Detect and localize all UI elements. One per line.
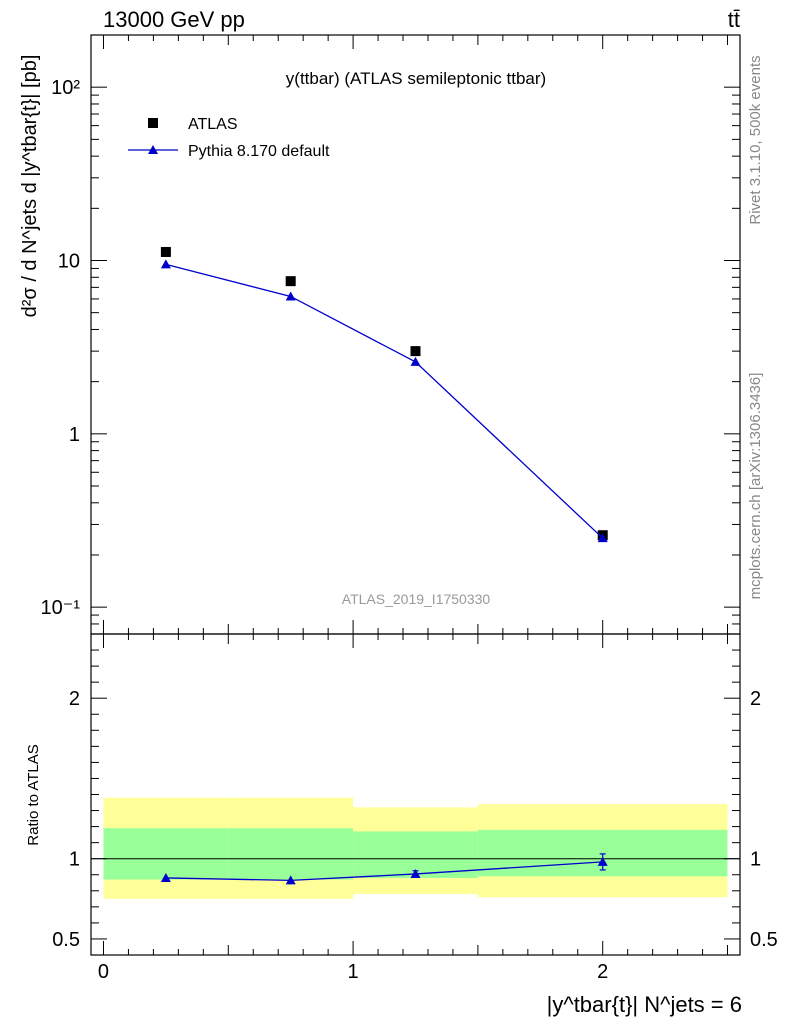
legend: ATLAS Pythia 8.170 default: [128, 116, 330, 160]
ratio-pythia-point: [410, 868, 421, 878]
mcplots-label: mcplots.cern.ch [arXiv:1306.3436]: [747, 373, 764, 600]
y-tick-label: 10⁻¹: [41, 597, 81, 619]
ratio-y-tick-label-right: 1: [750, 849, 761, 871]
atlas-data-point: [285, 276, 296, 287]
ratio-y-tick-label-right: 2: [750, 688, 761, 710]
y-tick-label: 1: [69, 424, 80, 446]
pythia-data-point: [285, 291, 296, 301]
main-y-axis-label: d²σ / d N^jets d |y^tbar{t}| [pb]: [19, 55, 41, 318]
legend-pythia-marker: [148, 145, 158, 154]
analysis-watermark: ATLAS_2019_I1750330: [342, 591, 491, 607]
legend-atlas-label: ATLAS: [188, 116, 238, 133]
ratio-y-tick-label: 0.5: [52, 929, 80, 951]
atlas-data-point: [160, 246, 171, 257]
pythia-line: [165, 263, 604, 539]
uncertainty-band-green: [103, 828, 229, 880]
main-panel: 10⁻¹ 1 10 10²: [41, 34, 741, 635]
ratio-y-tick-label: 2: [69, 688, 80, 710]
x-axis-label: |y^tbar{t}| N^jets = 6: [547, 992, 742, 1017]
ratio-pythia-point: [160, 872, 171, 882]
pythia-data-point: [410, 356, 421, 366]
atlas-data-point: [410, 346, 421, 357]
y-tick-label: 10: [58, 251, 80, 273]
ratio-pythia-point: [597, 856, 608, 866]
x-tick-label: 1: [348, 961, 359, 983]
ratio-y-tick-label: 1: [69, 849, 80, 871]
uncertainty-band-green: [228, 828, 354, 880]
legend-pythia-label: Pythia 8.170 default: [188, 143, 330, 160]
main-title: y(ttbar) (ATLAS semileptonic ttbar): [286, 69, 546, 88]
header-energy: 13000 GeV pp: [103, 7, 245, 32]
ratio-frame: [90, 633, 741, 956]
ratio-pythia-line: [165, 861, 603, 882]
pythia-data-point: [597, 533, 608, 543]
x-tick-label: 2: [597, 961, 608, 983]
legend-atlas-marker: [148, 118, 158, 128]
pythia-data-point: [160, 259, 171, 269]
ratio-pythia-point: [285, 875, 296, 885]
rivet-label: Rivet 3.1.10, 500k events: [747, 55, 764, 224]
ratio-y-axis-label: Ratio to ATLAS: [25, 744, 42, 845]
y-tick-label: 10²: [51, 77, 80, 99]
header-process: tt̄: [728, 7, 740, 32]
ratio-y-tick-label-right: 0.5: [750, 929, 778, 951]
ratio-panel: 0 1 2 0.5 0.5 1 1 2 2: [52, 633, 778, 983]
x-tick-label: 0: [98, 961, 109, 983]
